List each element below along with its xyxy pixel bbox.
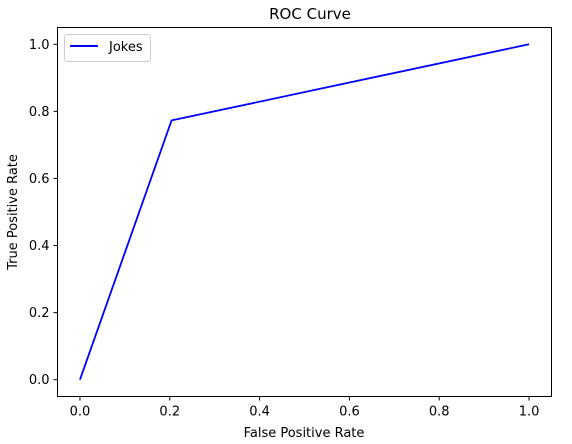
- y-tick-label: 1.0: [29, 38, 50, 53]
- legend-label-jokes: Jokes: [108, 40, 143, 55]
- plot-frame: [57, 27, 552, 397]
- y-tick-label: 0.8: [29, 105, 50, 120]
- x-tick-label: 0.0: [70, 405, 91, 420]
- y-axis-ticks: 0.0 0.2 0.4 0.6 0.8 1.0: [29, 38, 58, 388]
- x-axis-ticks: 0.0 0.2 0.4 0.6 0.8 1.0: [70, 396, 540, 420]
- x-tick-label: 0.4: [249, 405, 270, 420]
- x-tick-label: 0.8: [429, 405, 450, 420]
- x-axis-label: False Positive Rate: [244, 426, 365, 441]
- legend: Jokes: [64, 34, 151, 62]
- x-tick-label: 0.2: [159, 405, 180, 420]
- plot-area: [57, 27, 552, 397]
- series-layer: [79, 43, 530, 381]
- y-tick-label: 0.2: [29, 306, 50, 321]
- chart-title: ROC Curve: [269, 5, 351, 23]
- series-line-jokes: [79, 43, 530, 381]
- x-tick-label: 1.0: [519, 405, 540, 420]
- y-axis-label: True Positive Rate: [6, 154, 21, 271]
- y-tick-label: 0.6: [29, 172, 50, 187]
- legend-box: [64, 34, 151, 62]
- x-tick-label: 0.6: [339, 405, 360, 420]
- y-tick-label: 0.4: [29, 239, 50, 254]
- y-tick-label: 0.0: [29, 373, 50, 388]
